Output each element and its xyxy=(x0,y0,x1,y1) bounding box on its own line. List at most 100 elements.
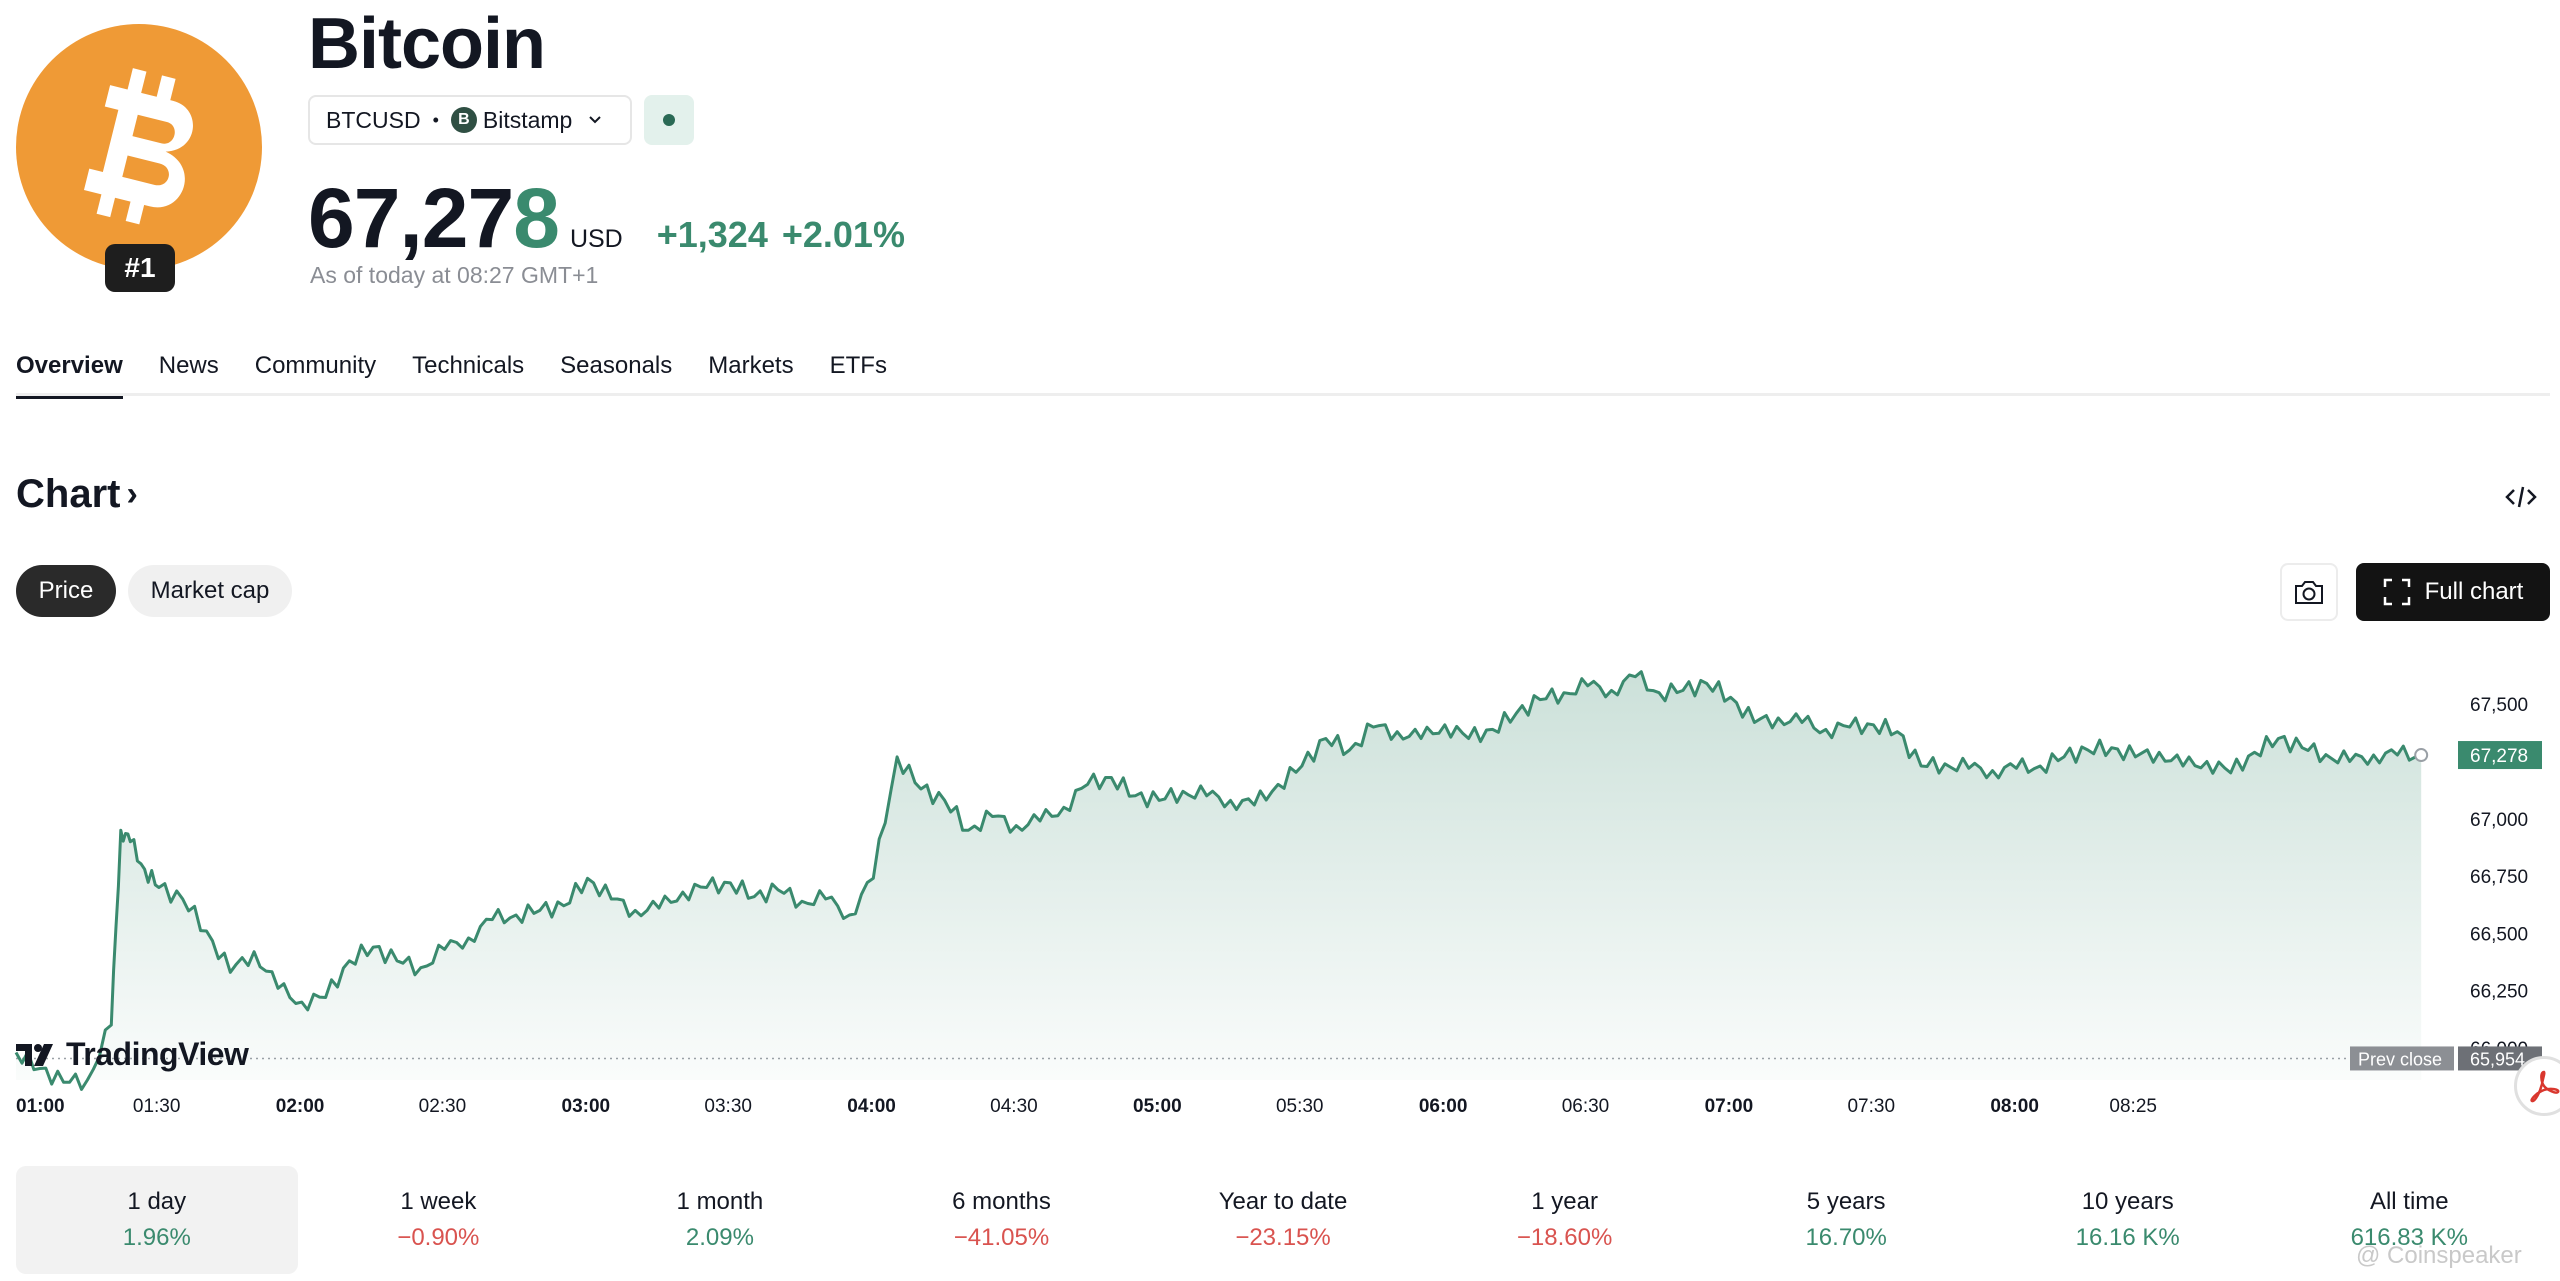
camera-icon xyxy=(2295,581,2323,604)
price-currency: USD xyxy=(569,225,623,253)
tab-community[interactable]: Community xyxy=(254,352,377,379)
x-tick-label: 08:25 xyxy=(2109,1096,2157,1117)
performance-periods: 1 day 1.96% 1 week −0.90% 1 month 2.09% … xyxy=(16,1166,2550,1274)
x-tick-label: 02:30 xyxy=(419,1096,467,1117)
x-tick-label: 03:00 xyxy=(562,1096,611,1117)
period-value: 16.70% xyxy=(1805,1224,1887,1251)
tab-etfs[interactable]: ETFs xyxy=(829,352,887,379)
x-tick-label: 05:00 xyxy=(1133,1096,1182,1117)
market-cap-toggle-button[interactable]: Market cap xyxy=(128,565,292,617)
period-1-month[interactable]: 1 month 2.09% xyxy=(579,1166,861,1274)
period-1-week[interactable]: 1 week −0.90% xyxy=(298,1166,580,1274)
period-6-months[interactable]: 6 months −41.05% xyxy=(861,1166,1143,1274)
period-label: 1 month xyxy=(676,1188,764,1215)
period-value: −41.05% xyxy=(953,1224,1050,1251)
bitcoin-logo-icon xyxy=(16,24,262,270)
embed-code-icon[interactable] xyxy=(2504,480,2538,514)
tab-seasonals[interactable]: Seasonals xyxy=(560,352,673,379)
period-value: −23.15% xyxy=(1235,1224,1331,1251)
y-tick-label: 67,500 xyxy=(2470,695,2528,716)
tab-markets[interactable]: Markets xyxy=(708,352,794,379)
price-timestamp: As of today at 08:27 GMT+1 xyxy=(310,262,599,288)
tradingview-label: TradingView xyxy=(66,1036,249,1072)
price-display: 67,27 8 USD +1,324 +2.01% xyxy=(308,170,905,265)
period-value: 616.83 K% xyxy=(2350,1224,2468,1251)
tab-news[interactable]: News xyxy=(158,352,219,379)
full-chart-label: Full chart xyxy=(2424,578,2524,605)
period-1-day[interactable]: 1 day 1.96% xyxy=(16,1166,298,1274)
x-tick-label: 02:00 xyxy=(276,1096,325,1117)
x-tick-label: 06:00 xyxy=(1419,1096,1468,1117)
price-value: 67,27 xyxy=(308,171,514,265)
symbol-label: BTCUSD xyxy=(326,106,421,133)
prev-close-value-label: 65,954 xyxy=(2470,1049,2525,1069)
chart-section-link[interactable]: Chart › xyxy=(16,472,138,517)
section-tabs: Overview News Community Technicals Seaso… xyxy=(16,352,923,399)
last-price-box xyxy=(2458,741,2542,770)
pdf-icon[interactable] xyxy=(2514,1056,2560,1116)
rank-badge: #1 xyxy=(105,244,175,292)
prev-close-tag-label: Prev close xyxy=(2358,1049,2442,1069)
snapshot-button[interactable] xyxy=(2280,563,2338,621)
chevron-down-icon xyxy=(589,116,602,124)
x-tick-label: 07:30 xyxy=(1847,1096,1895,1117)
price-line[interactable] xyxy=(14,670,2422,1091)
asset-name: Bitcoin xyxy=(308,4,546,84)
price-chart[interactable]: 67,50067,00066,75066,50066,25066,00067,2… xyxy=(0,640,2560,1120)
period-value: −18.60% xyxy=(1516,1224,1613,1251)
y-tick-label: 67,000 xyxy=(2470,810,2528,831)
x-tick-label: 05:30 xyxy=(1276,1096,1324,1117)
tabs-divider xyxy=(16,393,2550,396)
prev-close-tag xyxy=(2350,1046,2454,1071)
period-label: Year to date xyxy=(1218,1188,1348,1215)
period-year-to-date[interactable]: Year to date −23.15% xyxy=(1142,1166,1424,1274)
x-tick-label: 03:30 xyxy=(704,1096,752,1117)
status-dot-icon xyxy=(663,114,675,126)
period-1-year[interactable]: 1 year −18.60% xyxy=(1424,1166,1706,1274)
period-all-time[interactable]: All time 616.83 K% xyxy=(2269,1166,2551,1274)
tab-overview[interactable]: Overview xyxy=(16,352,123,399)
y-tick-label: 66,750 xyxy=(2470,867,2528,888)
x-tick-label: 01:00 xyxy=(16,1096,65,1117)
x-tick-label: 07:00 xyxy=(1705,1096,1754,1117)
period-10-years[interactable]: 10 years 16.16 K% xyxy=(1987,1166,2269,1274)
x-tick-label: 06:30 xyxy=(1562,1096,1610,1117)
period-5-years[interactable]: 5 years 16.70% xyxy=(1705,1166,1987,1274)
period-value: −0.90% xyxy=(397,1224,480,1251)
tab-technicals[interactable]: Technicals xyxy=(412,352,525,379)
price-last-digit: 8 xyxy=(513,171,560,265)
y-tick-label: 66,250 xyxy=(2470,982,2528,1003)
market-status-indicator[interactable] xyxy=(644,95,694,145)
fullscreen-icon xyxy=(2383,578,2410,606)
tradingview-logo[interactable]: TradingView xyxy=(16,1036,249,1073)
period-label: 6 months xyxy=(952,1188,1051,1215)
period-label: All time xyxy=(2369,1188,2449,1215)
last-price-marker xyxy=(2414,748,2429,763)
chevron-right-icon: › xyxy=(126,475,138,513)
period-value: 16.16 K% xyxy=(2075,1224,2180,1251)
period-label: 1 year xyxy=(1531,1188,1598,1215)
tradingview-logo-icon xyxy=(16,1043,53,1066)
x-tick-label: 04:30 xyxy=(990,1096,1038,1117)
symbol-separator: • xyxy=(432,109,439,130)
x-tick-label: 08:00 xyxy=(1990,1096,2039,1117)
price-area-fill xyxy=(16,671,2422,1090)
period-label: 1 week xyxy=(400,1188,477,1215)
period-label: 5 years xyxy=(1806,1188,1886,1215)
exchange-label: Bitstamp xyxy=(482,106,573,133)
price-change-pct: +2.01% xyxy=(781,214,905,255)
watermark: @ Coinspeaker xyxy=(2356,1242,2522,1269)
period-label: 10 years xyxy=(2081,1188,2174,1215)
chart-section-title: Chart xyxy=(16,472,121,516)
y-tick-label: 66,500 xyxy=(2470,924,2528,945)
exchange-logo-icon: B xyxy=(450,107,477,133)
full-chart-button[interactable]: Full chart xyxy=(2356,563,2550,621)
symbol-selector[interactable]: BTCUSD • B Bitstamp xyxy=(308,95,632,145)
price-change-abs: +1,324 xyxy=(656,214,768,255)
period-value: 2.09% xyxy=(685,1224,754,1251)
period-label: 1 day xyxy=(127,1188,187,1215)
last-price-label: 67,278 xyxy=(2470,746,2528,767)
x-tick-label: 04:00 xyxy=(847,1096,896,1117)
price-toggle-button[interactable]: Price xyxy=(16,565,116,617)
x-tick-label: 01:30 xyxy=(133,1096,181,1117)
